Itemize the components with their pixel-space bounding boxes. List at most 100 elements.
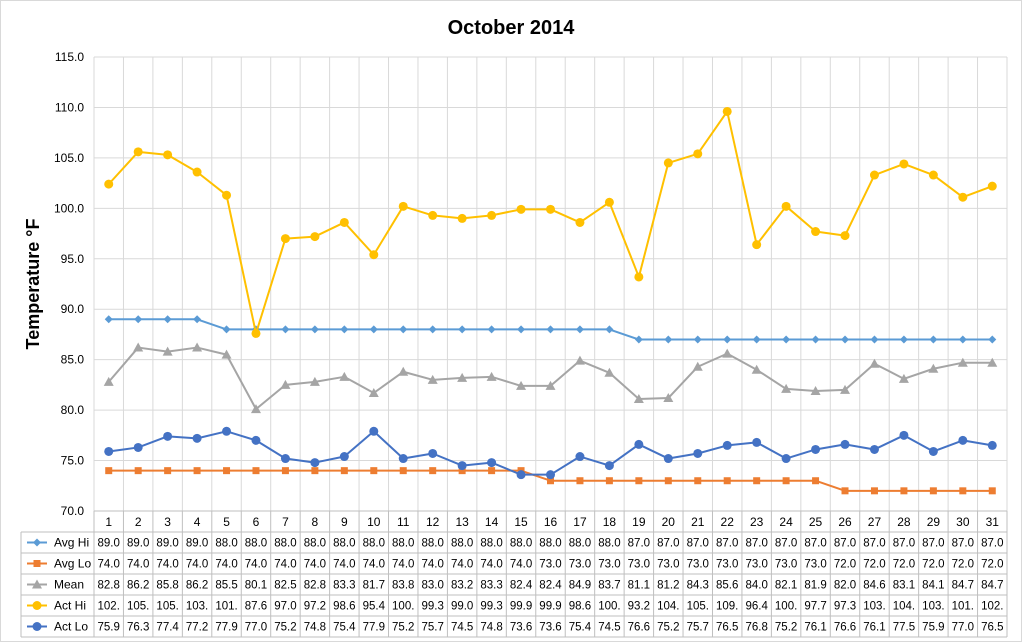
data-point-act-lo	[457, 461, 467, 471]
data-label-mean: 82.4	[539, 580, 562, 592]
data-label-act-lo: 76.5	[716, 622, 738, 634]
data-point-avg-lo	[252, 467, 260, 475]
data-point-mean	[810, 385, 821, 395]
data-point-act-hi	[634, 272, 644, 282]
data-point-act-hi	[987, 181, 997, 191]
data-point-act-hi	[663, 158, 673, 168]
data-label-act-lo: 73.6	[510, 622, 532, 634]
data-label-act-lo: 75.7	[687, 622, 709, 634]
data-label-avg-lo: 74.0	[98, 559, 120, 571]
data-label-act-lo: 75.9	[922, 622, 944, 634]
data-label-mean: 83.8	[392, 580, 414, 592]
data-point-act-lo	[693, 448, 703, 458]
data-point-avg-lo	[812, 477, 820, 485]
data-label-mean: 82.8	[304, 580, 326, 592]
data-point-act-hi	[398, 201, 408, 211]
data-label-avg-lo: 74.0	[156, 559, 178, 571]
data-label-avg-hi: 87.0	[716, 538, 738, 550]
series-act-lo	[104, 426, 997, 480]
data-point-act-hi	[781, 201, 791, 211]
data-label-avg-hi: 88.0	[333, 538, 355, 550]
legend-marker	[32, 601, 42, 610]
data-label-mean: 83.7	[598, 580, 620, 592]
data-point-mean	[221, 349, 232, 359]
data-point-avg-hi	[693, 335, 702, 344]
data-point-act-hi	[869, 170, 879, 180]
data-label-avg-lo: 73.0	[716, 559, 738, 571]
data-point-avg-lo	[340, 467, 348, 475]
data-point-avg-lo	[134, 467, 142, 475]
data-label-act-hi: 101.	[215, 601, 237, 613]
data-point-act-lo	[752, 437, 762, 447]
data-label-mean: 83.1	[893, 580, 915, 592]
x-tick-label: 1	[105, 515, 112, 529]
data-label-avg-lo: 73.0	[804, 559, 826, 571]
y-axis-label: Temperature °F	[23, 219, 43, 350]
x-tick-label: 14	[485, 515, 499, 529]
data-label-mean: 80.1	[245, 580, 267, 592]
data-label-act-lo: 74.5	[451, 622, 473, 634]
data-label-mean: 85.5	[215, 580, 237, 592]
legend-entry-act-lo: Act Lo	[27, 620, 88, 634]
data-point-act-hi	[251, 328, 261, 338]
data-point-mean	[928, 363, 939, 373]
data-point-avg-hi	[958, 335, 967, 344]
data-label-act-hi: 99.3	[421, 601, 443, 613]
x-tick-label: 2	[135, 515, 142, 529]
data-label-act-lo: 74.5	[598, 622, 620, 634]
data-point-mean	[516, 380, 527, 390]
data-label-act-hi: 99.9	[510, 601, 532, 613]
data-point-avg-lo	[105, 467, 113, 475]
data-point-act-hi	[899, 159, 909, 169]
data-label-act-hi: 103.	[922, 601, 944, 613]
data-point-avg-hi	[988, 335, 997, 344]
legend-label: Avg Lo	[54, 557, 91, 571]
data-label-avg-lo: 72.0	[952, 559, 974, 571]
data-label-act-lo: 77.5	[893, 622, 915, 634]
data-label-mean: 84.1	[922, 580, 944, 592]
data-label-act-lo: 73.6	[539, 622, 561, 634]
data-point-mean	[574, 355, 585, 365]
data-point-mean	[869, 358, 880, 368]
data-label-act-hi: 103.	[863, 601, 885, 613]
data-label-avg-hi: 88.0	[569, 538, 591, 550]
data-point-avg-lo	[753, 477, 761, 485]
data-label-act-hi: 104.	[657, 601, 679, 613]
data-point-avg-lo	[664, 477, 672, 485]
legend-entry-avg-lo: Avg Lo	[27, 557, 91, 571]
legend-label: Mean	[54, 578, 84, 592]
data-point-avg-lo	[841, 487, 849, 495]
data-point-mean	[280, 379, 291, 389]
data-label-mean: 84.6	[863, 580, 885, 592]
data-point-avg-hi	[193, 315, 202, 324]
x-tick-label: 18	[603, 515, 617, 529]
data-point-act-hi	[693, 149, 703, 159]
x-tick-label: 21	[691, 515, 705, 529]
y-tick-label: 75.0	[61, 454, 85, 468]
data-label-act-lo: 75.9	[98, 622, 120, 634]
x-tick-label: 13	[455, 515, 469, 529]
legend-label: Act Hi	[54, 599, 86, 613]
x-tick-label: 9	[341, 515, 348, 529]
data-point-mean	[633, 394, 644, 404]
data-label-avg-lo: 73.0	[687, 559, 709, 571]
y-tick-label: 70.0	[61, 504, 85, 518]
data-point-avg-hi	[310, 325, 319, 334]
data-point-act-hi	[546, 204, 555, 214]
x-tick-label: 11	[397, 515, 410, 529]
data-point-act-lo	[546, 470, 555, 480]
data-point-avg-lo	[458, 467, 466, 475]
data-point-act-hi	[428, 210, 438, 220]
data-point-avg-lo	[782, 477, 790, 485]
data-point-avg-lo	[870, 487, 878, 495]
data-point-avg-hi	[369, 325, 378, 334]
data-point-avg-hi	[458, 325, 467, 334]
data-label-mean: 83.3	[480, 580, 502, 592]
data-point-avg-lo	[988, 487, 996, 495]
data-label-avg-hi: 88.0	[451, 538, 473, 550]
data-label-act-hi: 104.	[893, 601, 915, 613]
data-point-act-hi	[840, 231, 850, 241]
x-tick-label: 6	[253, 515, 260, 529]
legend-entry-avg-hi: Avg Hi	[27, 536, 89, 550]
x-tick-label: 22	[721, 515, 735, 529]
